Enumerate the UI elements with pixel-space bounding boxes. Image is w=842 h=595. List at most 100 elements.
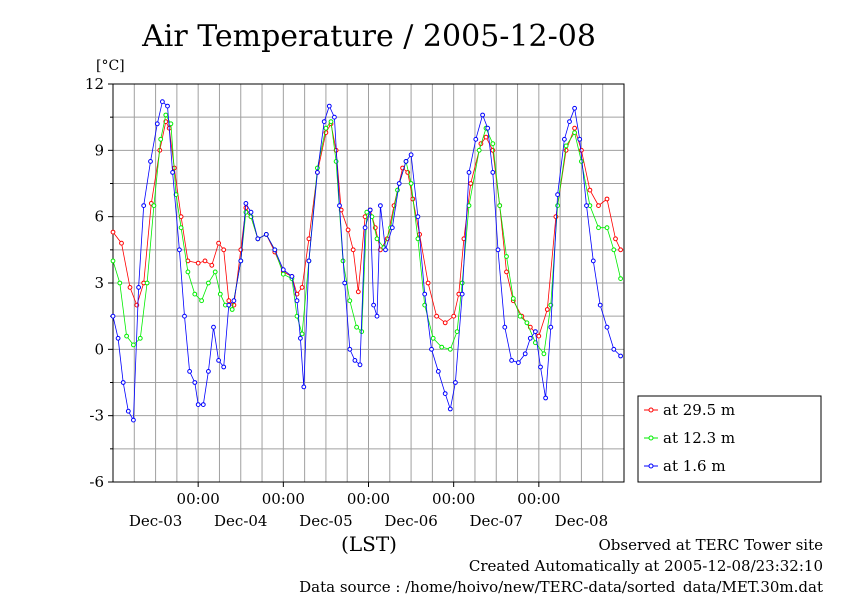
data-point bbox=[170, 170, 176, 175]
data-point bbox=[485, 125, 491, 131]
data-point bbox=[332, 114, 337, 120]
x-day-label: Dec-06 bbox=[384, 512, 437, 530]
data-point bbox=[555, 203, 560, 209]
data-point bbox=[199, 298, 205, 304]
data-point bbox=[326, 103, 332, 109]
x-tick-time-label: 00:00 bbox=[177, 490, 220, 508]
data-point bbox=[480, 112, 486, 118]
data-point bbox=[572, 130, 577, 136]
data-point bbox=[119, 240, 124, 246]
data-point bbox=[364, 209, 370, 215]
data-point bbox=[604, 225, 610, 231]
y-tick-label: 6 bbox=[94, 208, 104, 226]
data-point bbox=[141, 203, 147, 209]
data-point bbox=[148, 159, 153, 164]
data-point bbox=[611, 346, 617, 352]
data-point bbox=[315, 170, 320, 175]
data-point bbox=[226, 298, 232, 304]
data-point bbox=[415, 214, 421, 220]
x-tick-time-label: 00:00 bbox=[347, 490, 390, 508]
y-tick-label: 9 bbox=[94, 141, 104, 159]
data-point bbox=[294, 298, 300, 304]
data-point bbox=[611, 247, 617, 253]
legend-label: at 1.6 m bbox=[663, 457, 726, 475]
data-point bbox=[527, 335, 533, 341]
legend-label: at 29.5 m bbox=[663, 401, 735, 419]
data-point bbox=[115, 335, 121, 341]
data-point bbox=[504, 254, 509, 259]
data-point bbox=[509, 358, 515, 363]
data-point bbox=[243, 209, 249, 215]
data-point bbox=[504, 269, 509, 275]
data-point bbox=[429, 346, 434, 352]
data-point bbox=[362, 225, 368, 231]
data-point bbox=[355, 289, 361, 295]
grid-lines bbox=[113, 84, 624, 482]
data-point bbox=[369, 214, 375, 220]
data-point bbox=[238, 258, 244, 264]
data-point bbox=[200, 402, 206, 408]
data-point bbox=[221, 364, 227, 370]
legend-box bbox=[637, 395, 822, 483]
data-point bbox=[590, 258, 596, 264]
data-point bbox=[524, 320, 530, 326]
axes: 12 9 6 3 0 -3 -6 00:00 00:00 00:00 00:00 00:00 Dec-0… bbox=[85, 75, 608, 530]
data-point bbox=[359, 329, 365, 335]
y-tick-label: 0 bbox=[94, 340, 104, 358]
data-point bbox=[211, 324, 216, 330]
data-point bbox=[158, 136, 164, 142]
data-point bbox=[217, 291, 223, 297]
data-point bbox=[497, 203, 503, 209]
data-point bbox=[579, 147, 584, 153]
data-point bbox=[435, 369, 441, 374]
data-point bbox=[226, 302, 232, 308]
x-tick-time-label: 00:00 bbox=[432, 490, 475, 508]
data-point bbox=[206, 369, 211, 374]
data-point bbox=[299, 285, 305, 290]
data-point bbox=[342, 280, 348, 286]
data-point bbox=[229, 307, 235, 312]
data-point bbox=[495, 247, 501, 253]
footer-source-text: Data source : /home/hoivo/new/TERC-data/… bbox=[299, 578, 823, 595]
data-point bbox=[572, 105, 577, 111]
data-point bbox=[442, 391, 448, 397]
legend-swatch-marker bbox=[648, 407, 654, 413]
data-point bbox=[510, 296, 516, 301]
data-point bbox=[216, 358, 222, 363]
data-point bbox=[263, 232, 269, 237]
data-point bbox=[447, 406, 453, 412]
data-point bbox=[563, 143, 569, 149]
data-point bbox=[221, 247, 227, 253]
data-point bbox=[168, 121, 174, 127]
data-point bbox=[177, 247, 182, 253]
legend-swatch-marker bbox=[648, 463, 654, 469]
y-tick-label: 3 bbox=[94, 274, 104, 292]
data-point bbox=[345, 227, 351, 233]
data-point bbox=[127, 285, 133, 290]
data-point bbox=[459, 291, 465, 297]
data-point bbox=[604, 196, 610, 202]
data-point bbox=[454, 329, 460, 335]
data-point bbox=[543, 395, 548, 401]
data-point bbox=[347, 346, 353, 352]
data-point bbox=[347, 298, 353, 304]
data-point bbox=[306, 258, 312, 264]
data-point bbox=[120, 380, 126, 385]
data-point bbox=[408, 152, 414, 158]
data-point bbox=[459, 280, 465, 286]
data-point bbox=[216, 240, 222, 246]
x-day-label: Dec-04 bbox=[214, 512, 267, 530]
data-point bbox=[562, 136, 567, 142]
data-point bbox=[584, 203, 589, 209]
data-point bbox=[374, 236, 380, 242]
data-point bbox=[192, 380, 198, 385]
data-point bbox=[248, 209, 254, 215]
data-point bbox=[604, 324, 610, 330]
data-point bbox=[536, 333, 542, 339]
x-tick-time-label: 00:00 bbox=[517, 490, 560, 508]
data-point bbox=[195, 260, 201, 266]
x-day-label: Dec-07 bbox=[470, 512, 523, 530]
data-point bbox=[185, 269, 191, 275]
data-point bbox=[337, 203, 342, 209]
